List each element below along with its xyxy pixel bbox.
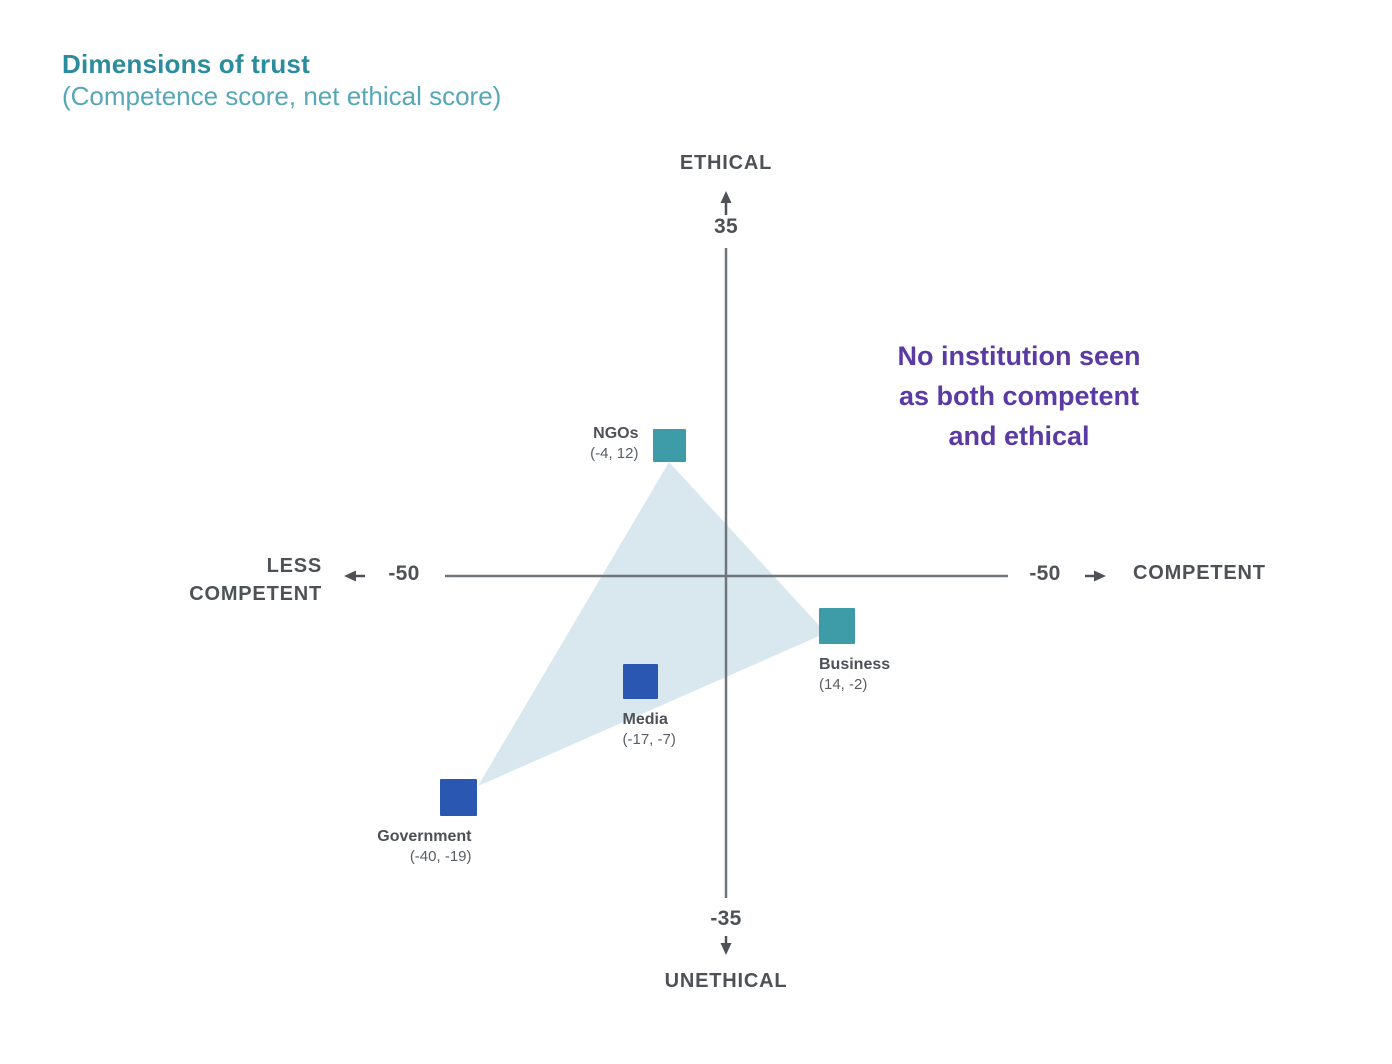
left-arrow-icon bbox=[344, 570, 365, 582]
x-axis-left-tick: -50 bbox=[388, 562, 420, 585]
down-arrow-icon bbox=[720, 936, 732, 955]
y-axis-bottom-label: UNETHICAL bbox=[664, 970, 788, 992]
annotation-line: as both competent bbox=[898, 381, 1140, 411]
x-axis-right-label: COMPETENT bbox=[1133, 562, 1266, 584]
point-ngos-coordinates: (-4, 12) bbox=[590, 445, 639, 462]
annotation-text: No institution seen as both competent an… bbox=[898, 336, 1141, 456]
point-business-label: Business (14, -2) bbox=[819, 654, 890, 695]
chart-header: Dimensions of trust (Competence score, n… bbox=[62, 48, 501, 112]
x-axis-left-label-line2: COMPETENT bbox=[189, 583, 322, 605]
point-business-coordinates: (14, -2) bbox=[819, 676, 868, 693]
point-ngos-square bbox=[652, 428, 686, 462]
annotation-line: No institution seen bbox=[897, 341, 1141, 371]
point-media-coordinates: (-17, -7) bbox=[622, 730, 676, 748]
point-government-name: Government bbox=[377, 827, 472, 845]
annotation-line: and ethical bbox=[948, 421, 1090, 451]
x-axis-left-label: LESS COMPETENT bbox=[189, 552, 322, 608]
y-axis-top-tick: 35 bbox=[714, 215, 738, 238]
point-business-name: Business bbox=[819, 656, 891, 673]
point-media-label: Media (-17, -7) bbox=[623, 709, 676, 750]
point-government-coordinates: (-40, -19) bbox=[409, 847, 472, 865]
point-ngos-label: NGOs (-4, 12) bbox=[590, 423, 638, 464]
point-government-square bbox=[439, 778, 477, 816]
chart-title: Dimensions of trust bbox=[62, 49, 310, 79]
x-axis-left-label-line1: LESS bbox=[266, 555, 322, 577]
trust-triangle-shape bbox=[478, 462, 826, 786]
point-media-square bbox=[622, 663, 658, 699]
chart-subtitle: (Competence score, net ethical score) bbox=[62, 81, 502, 111]
y-axis-bottom-tick: -35 bbox=[710, 907, 742, 930]
point-ngos-name: NGOs bbox=[593, 425, 639, 442]
up-arrow-icon bbox=[720, 191, 732, 215]
point-media-name: Media bbox=[622, 710, 668, 728]
point-business-square bbox=[819, 608, 855, 644]
point-government-label: Government (-40, -19) bbox=[377, 826, 471, 867]
y-axis-top-label: ETHICAL bbox=[679, 152, 773, 174]
x-axis-right-tick: -50 bbox=[1029, 562, 1061, 585]
right-arrow-icon bbox=[1085, 570, 1106, 582]
